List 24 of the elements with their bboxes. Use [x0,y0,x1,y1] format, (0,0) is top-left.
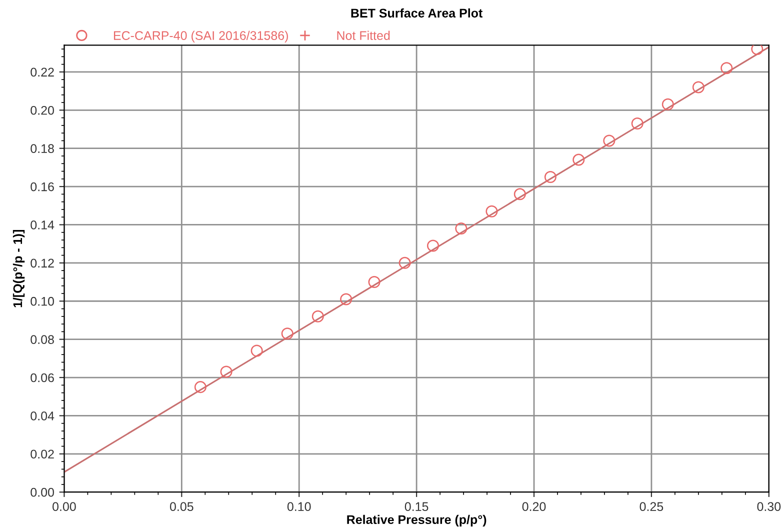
y-tick-label: 0.04 [30,412,54,420]
y-tick-label: 0.06 [30,373,54,382]
y-axis-title: 1/[Q(p°/p - 1)] [12,230,25,308]
y-tick-label: 0.10 [30,296,54,306]
y-tick-label: 0.00 [30,488,54,497]
y-tick-label: 0.20 [30,106,54,115]
y-tick-label: 0.02 [30,450,54,459]
y-tick-label: 0.08 [30,335,54,344]
x-tick-label: 0.25 [640,502,664,512]
chart-title: BET Surface Area Plot [351,8,483,18]
x-tick-label: 0.10 [287,502,311,512]
y-tick-label: 0.22 [30,68,54,77]
y-tick-label: 0.12 [30,258,54,268]
x-tick-label: 0.15 [404,502,428,512]
x-tick-label: 0.00 [52,502,76,512]
y-tick-label: 0.16 [30,182,54,192]
y-tick-label: 0.18 [30,144,54,153]
x-tick-label: 0.20 [522,502,546,512]
x-tick-label: 0.05 [170,502,194,512]
legend-label: EC-CARP-40 (SAI 2016/31586) [114,30,288,42]
y-tick-label: 0.14 [30,220,54,230]
legend-label: Not Fitted [337,30,390,40]
x-tick-label: 0.30 [757,502,781,512]
x-axis-title: Relative Pressure (p/p°) [347,514,486,527]
